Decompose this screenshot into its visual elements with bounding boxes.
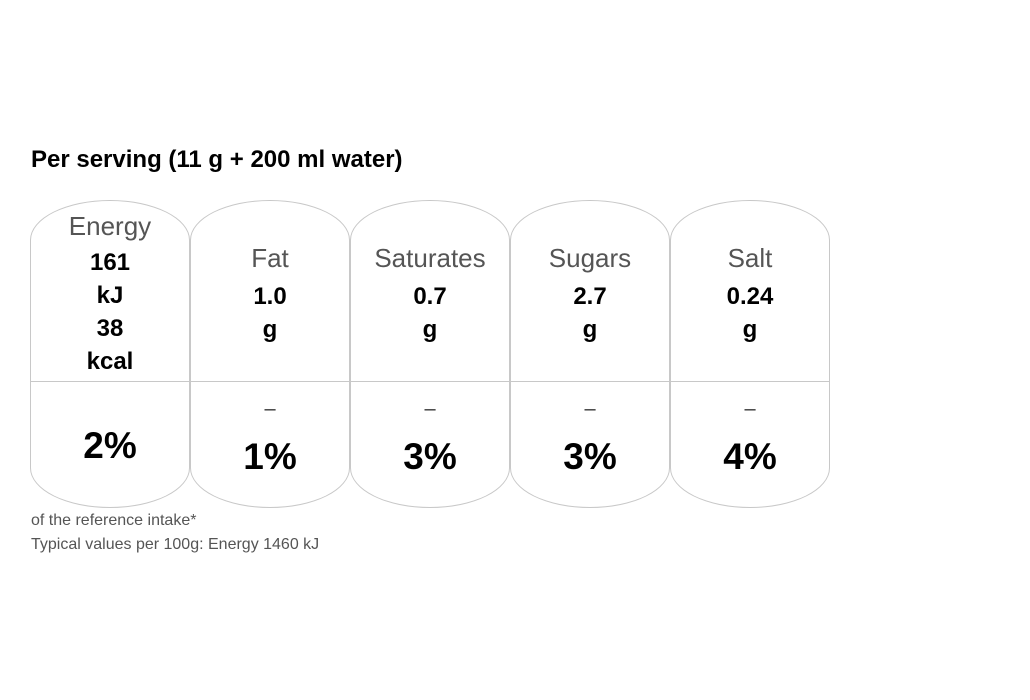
reference-intake-percent: 1% <box>243 436 297 477</box>
reference-intake-percent: 4% <box>723 436 777 477</box>
level-dash: – <box>744 398 756 420</box>
energy-kcal-unit: kcal <box>86 348 134 375</box>
nutrient-unit: g <box>742 316 758 343</box>
typical-values-note: Typical values per 100g: Energy 1460 kJ <box>31 536 320 553</box>
nutrient-unit: g <box>582 316 598 343</box>
reference-intake-percent: 2% <box>83 425 137 466</box>
saturates-card: Saturates 0.7 g – 3% <box>350 200 510 508</box>
energy-card: Energy 161 kJ 38 kcal 2% <box>30 200 190 508</box>
nutrient-values: 1.0 g <box>191 280 349 346</box>
card-divider <box>31 381 189 382</box>
nutrient-values: 0.7 g <box>351 280 509 346</box>
card-divider <box>671 381 829 382</box>
level-dash: – <box>584 398 596 420</box>
card-divider <box>191 381 349 382</box>
nutrition-label-row: Energy 161 kJ 38 kcal 2% Fat 1.0 g – 1% … <box>30 200 832 510</box>
energy-kj-unit: kJ <box>96 282 124 309</box>
nutrient-name: Saturates <box>374 243 486 273</box>
card-divider <box>351 381 509 382</box>
nutrient-amount: 0.7 <box>413 283 447 310</box>
nutrient-values: 0.24 g <box>671 280 829 346</box>
sugars-card: Sugars 2.7 g – 3% <box>510 200 670 508</box>
nutrient-values: 161 kJ 38 kcal <box>31 246 189 378</box>
level-dash: – <box>424 398 436 420</box>
nutrient-name: Sugars <box>548 243 632 273</box>
nutrient-amount: 1.0 <box>253 283 287 310</box>
nutrient-name: Energy <box>68 211 152 241</box>
salt-card: Salt 0.24 g – 4% <box>670 200 830 508</box>
nutrient-unit: g <box>422 316 438 343</box>
card-divider <box>511 381 669 382</box>
nutrient-name: Fat <box>251 243 289 273</box>
reference-intake-percent: 3% <box>563 436 617 477</box>
nutrient-unit: g <box>262 316 278 343</box>
nutrient-name: Salt <box>727 243 773 273</box>
energy-kj-value: 161 <box>89 249 131 276</box>
energy-kcal-value: 38 <box>96 315 124 342</box>
level-dash: – <box>264 398 276 420</box>
fat-card: Fat 1.0 g – 1% <box>190 200 350 508</box>
serving-title: Per serving (11 g + 200 ml water) <box>31 146 403 173</box>
nutrient-amount: 0.24 <box>726 283 774 310</box>
nutrient-amount: 2.7 <box>573 283 607 310</box>
reference-intake-percent: 3% <box>403 436 457 477</box>
nutrient-values: 2.7 g <box>511 280 669 346</box>
reference-intake-note: of the reference intake* <box>31 512 197 529</box>
